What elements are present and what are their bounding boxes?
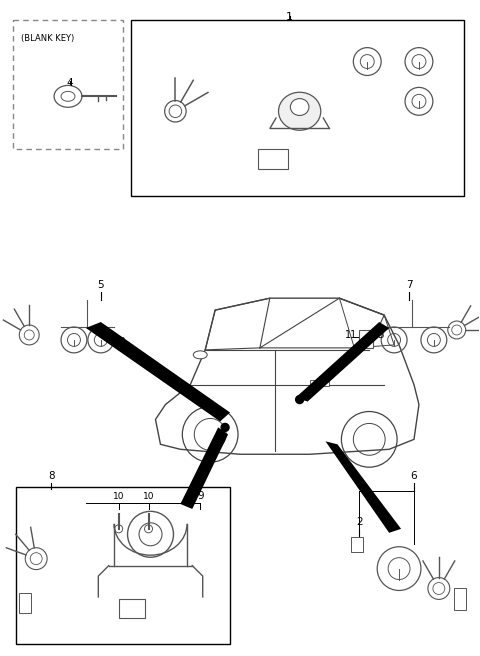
Text: 1: 1 [286, 12, 293, 22]
Circle shape [221, 423, 229, 432]
Text: 8: 8 [48, 471, 54, 481]
Bar [360, 330, 373, 348]
Bar [258, 149, 288, 169]
Bar [16, 487, 230, 644]
Bar [119, 599, 145, 618]
Text: 10: 10 [113, 492, 124, 501]
Ellipse shape [290, 98, 309, 115]
Ellipse shape [193, 351, 207, 359]
Circle shape [296, 396, 304, 403]
Text: 9: 9 [197, 491, 204, 501]
Polygon shape [296, 322, 389, 401]
Text: 4: 4 [67, 79, 73, 89]
Text: 2: 2 [356, 517, 362, 527]
Text: 5: 5 [97, 280, 104, 290]
Bar [19, 594, 31, 613]
Polygon shape [156, 298, 419, 454]
Ellipse shape [54, 85, 82, 108]
Bar [454, 588, 466, 610]
Ellipse shape [61, 91, 75, 101]
Text: 3: 3 [377, 330, 384, 340]
Bar [131, 20, 464, 195]
Text: 7: 7 [406, 280, 412, 290]
Text: 3: 3 [118, 337, 124, 347]
Ellipse shape [278, 92, 321, 131]
Bar [310, 380, 329, 386]
Polygon shape [180, 428, 228, 509]
Polygon shape [325, 441, 401, 533]
Text: 6: 6 [411, 471, 417, 481]
Bar [13, 20, 123, 149]
Bar [351, 537, 363, 552]
Polygon shape [86, 322, 230, 421]
Text: 10: 10 [143, 492, 154, 501]
Text: (BLANK KEY): (BLANK KEY) [21, 33, 74, 43]
Text: 11: 11 [346, 330, 358, 340]
